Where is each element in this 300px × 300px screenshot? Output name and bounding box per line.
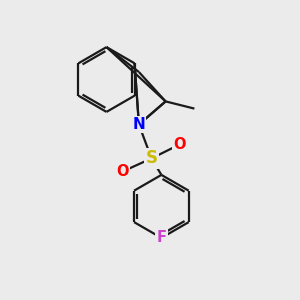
Text: O: O <box>116 164 129 179</box>
Text: O: O <box>173 137 186 152</box>
Text: N: N <box>133 117 145 132</box>
Text: S: S <box>146 149 158 167</box>
Text: F: F <box>156 230 167 245</box>
